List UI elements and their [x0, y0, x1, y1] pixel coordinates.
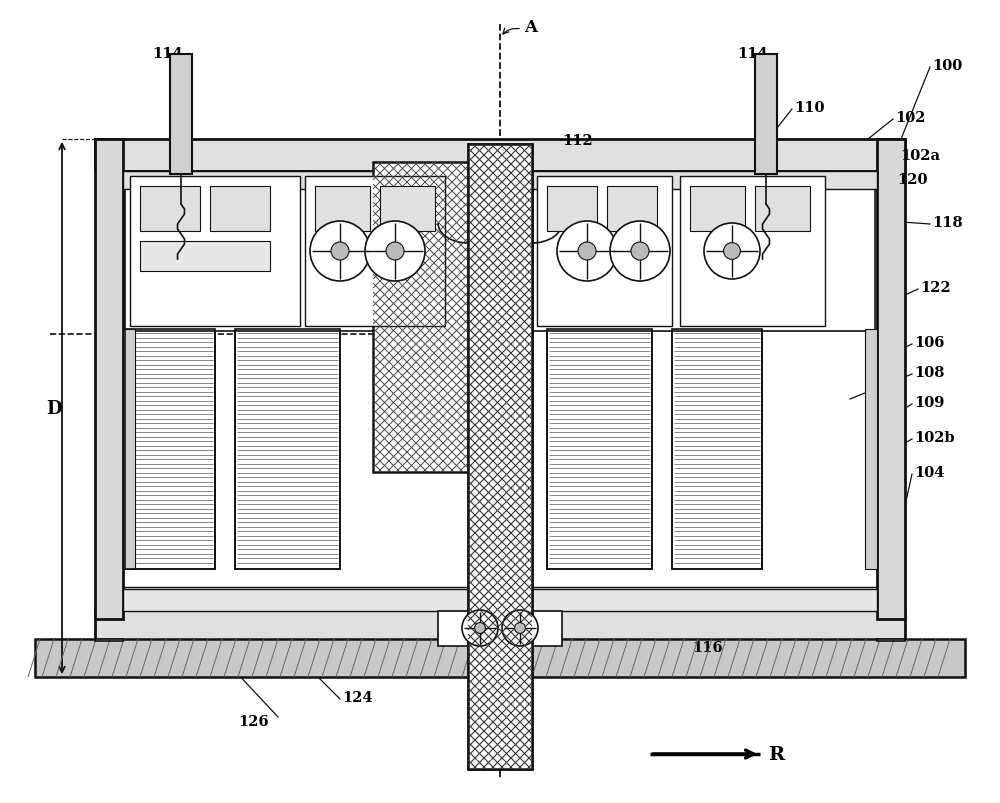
Bar: [305, 177, 445, 327]
Bar: [95, 140, 905, 172]
Bar: [95, 609, 905, 642]
Text: d: d: [141, 443, 153, 460]
Bar: [877, 140, 905, 619]
Bar: [95, 639, 123, 642]
Text: R: R: [768, 745, 784, 763]
Bar: [547, 187, 597, 232]
Text: 102b: 102b: [914, 430, 955, 444]
Text: 104: 104: [914, 466, 944, 479]
Text: 122: 122: [920, 281, 951, 295]
Text: 116: 116: [692, 640, 723, 654]
Text: 106: 106: [914, 336, 944, 349]
Bar: [468, 145, 532, 769]
Bar: [380, 187, 435, 232]
Bar: [690, 187, 745, 232]
Text: 102a: 102a: [900, 149, 940, 163]
Bar: [547, 329, 652, 569]
Bar: [125, 329, 215, 569]
Circle shape: [502, 610, 538, 646]
Text: 110: 110: [794, 101, 824, 115]
Bar: [315, 187, 370, 232]
Circle shape: [724, 243, 740, 260]
Text: 124: 124: [342, 690, 373, 704]
Bar: [235, 329, 340, 569]
Circle shape: [515, 623, 525, 634]
Circle shape: [578, 243, 596, 261]
Circle shape: [386, 243, 404, 261]
Bar: [672, 329, 762, 569]
Text: 102: 102: [895, 111, 926, 124]
Bar: [125, 329, 215, 569]
Circle shape: [704, 224, 760, 279]
Bar: [537, 177, 672, 327]
Bar: [532, 172, 875, 332]
Bar: [672, 329, 762, 569]
Bar: [140, 187, 200, 232]
Bar: [140, 242, 270, 271]
Text: D: D: [46, 400, 62, 418]
Bar: [680, 177, 825, 327]
Bar: [235, 329, 340, 569]
Bar: [755, 187, 810, 232]
Circle shape: [475, 623, 485, 634]
Text: 108: 108: [914, 365, 944, 380]
Bar: [865, 329, 877, 569]
Text: 109: 109: [914, 396, 944, 410]
Text: A: A: [524, 19, 537, 36]
Circle shape: [557, 222, 617, 282]
Circle shape: [462, 610, 498, 646]
Text: 114: 114: [737, 47, 768, 61]
Bar: [123, 172, 877, 190]
Bar: [35, 639, 965, 677]
Bar: [170, 55, 192, 175]
Bar: [123, 172, 877, 587]
Text: 118: 118: [932, 216, 963, 230]
Bar: [123, 589, 877, 611]
Text: 120: 120: [897, 173, 928, 187]
Circle shape: [310, 222, 370, 282]
Bar: [468, 145, 532, 769]
Circle shape: [365, 222, 425, 282]
Bar: [547, 329, 652, 569]
Bar: [607, 187, 657, 232]
Bar: [130, 177, 300, 327]
Text: 126: 126: [238, 714, 269, 728]
Text: 112: 112: [562, 134, 593, 148]
Bar: [877, 639, 905, 642]
Text: 127: 127: [492, 161, 523, 175]
Bar: [125, 172, 468, 332]
Text: 114: 114: [152, 47, 183, 61]
Circle shape: [631, 243, 649, 261]
Circle shape: [331, 243, 349, 261]
Bar: [438, 611, 562, 646]
Bar: [373, 163, 532, 472]
Bar: [123, 329, 135, 569]
Bar: [755, 55, 777, 175]
Circle shape: [610, 222, 670, 282]
Bar: [95, 140, 123, 619]
Bar: [210, 187, 270, 232]
Text: 100: 100: [932, 59, 962, 73]
